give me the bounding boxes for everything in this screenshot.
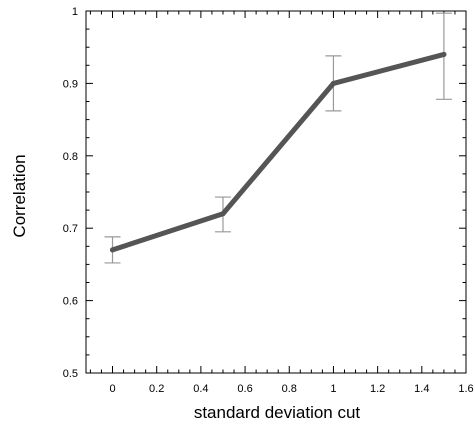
x-ticks: 0 0.2 0.4 0.6 0.8 1 1.2 1.4 1.6 — [89, 11, 474, 395]
data-point — [441, 51, 447, 57]
data-series — [110, 51, 447, 253]
x-tick-label: 0 — [109, 383, 115, 395]
y-tick-label: 0.6 — [63, 296, 78, 308]
series-line — [110, 51, 447, 253]
y-tick-label: 0.7 — [63, 223, 78, 235]
x-tick-label: 0.8 — [282, 383, 297, 395]
x-tick-label: 1.4 — [414, 383, 429, 395]
error-bars — [104, 12, 452, 264]
x-tick-label: 1.6 — [458, 383, 473, 395]
y-axis-title: Correlation — [10, 154, 29, 237]
data-point — [110, 247, 116, 253]
y-tick-label: 0.9 — [63, 78, 78, 90]
y-tick-label: 0.8 — [63, 151, 78, 163]
x-tick-label: 1.2 — [370, 383, 385, 395]
x-tick-label: 0.2 — [149, 383, 164, 395]
y-tick-label: 0.5 — [63, 368, 78, 380]
y-tick-label: 1 — [72, 6, 78, 18]
data-point — [330, 80, 336, 86]
x-tick-label: 0.6 — [237, 383, 252, 395]
x-axis-title: standard deviation cut — [194, 403, 361, 422]
x-tick-label: 0.4 — [193, 383, 208, 395]
y-ticks: 0.5 0.6 0.7 0.8 0.9 1 — [63, 6, 466, 380]
data-point — [220, 211, 226, 217]
x-tick-label: 1 — [330, 383, 336, 395]
